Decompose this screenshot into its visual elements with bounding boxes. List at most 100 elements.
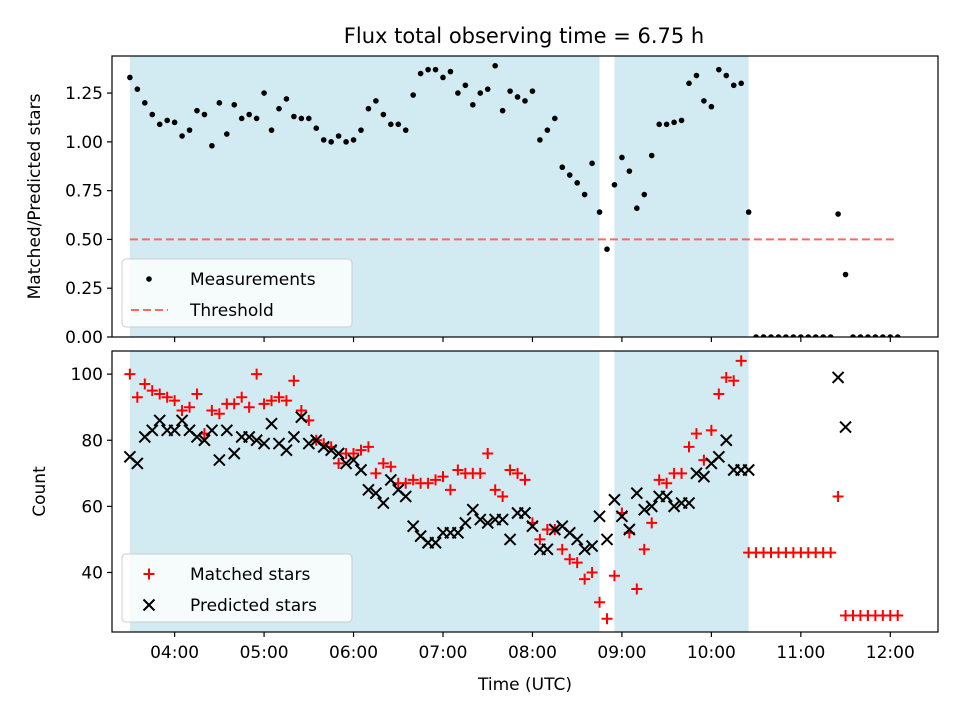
measurements-point [283,96,290,102]
matched-stars-point [333,457,345,469]
measurements-point [768,334,774,337]
matched-stars-point [400,477,412,489]
legend-predicted-swatch [142,598,156,612]
matched-stars-point [169,395,181,407]
x-tick-label: 07:00 [418,643,467,663]
measurements-point [365,105,372,112]
matched-stars-point [586,566,598,578]
measurements-point [730,82,737,89]
predicted-stars-point [570,533,584,546]
matched-stars-point [832,490,844,502]
matched-stars-point [705,424,717,436]
matched-stars-point [295,405,307,417]
predicted-stars-point [406,520,420,533]
measurements-point [432,66,439,73]
measurements-point [775,334,782,337]
y-tick-label: 80 [81,431,103,451]
predicted-stars-point [541,543,554,556]
matched-stars-point [161,391,173,403]
y-tick-label: 1.25 [65,84,103,104]
measurements-point [716,66,722,73]
measurements-point [224,131,230,137]
matched-stars-point [579,573,591,585]
measurements-point [201,111,208,118]
y-tick-label: 0.75 [65,182,103,202]
matched-stars-point [653,474,665,486]
measurements-point [671,119,677,126]
predicted-stars-point [548,523,562,536]
measurements-point [410,92,416,98]
measurements-point [261,90,267,96]
matched-stars-point [422,477,434,489]
measurements-point [447,68,454,75]
predicted-stars-point [220,424,234,437]
matched-stars-point [690,428,702,440]
predicted-stars-point [712,450,726,463]
measurements-point [663,121,670,128]
matched-stars-point [728,375,740,387]
measurements-point [388,121,394,128]
predicted-stars-point [280,443,293,457]
predicted-stars-point [481,516,494,530]
matched-stars-point [534,533,546,545]
measurements-point [238,115,245,122]
measurements-point [499,107,506,114]
predicted-stars-point [503,533,517,546]
matched-stars-point [124,368,136,380]
predicted-stars-point [526,520,539,533]
measurements-point [701,98,707,104]
measurements-point [492,62,498,69]
axes-frame [111,55,939,338]
predicted-stars-point [831,371,845,384]
predicted-stars-point [429,536,442,549]
predicted-stars-point [362,483,375,497]
measurements-point [470,101,476,108]
predicted-stars-point [257,437,271,450]
predicted-stars-point [474,513,487,526]
legend-box [121,258,353,328]
predicted-stars-point [205,424,219,437]
measurements-point [142,100,148,106]
measurements-point [313,125,320,132]
matched-stars-point [825,547,837,559]
measurements-point [708,103,715,110]
matched-stars-point [206,405,218,417]
x-tick-label: 12:00 [866,643,915,663]
measurements-point [484,86,491,92]
measurements-point [745,209,752,215]
matched-stars-point [228,398,240,410]
measurements-point [738,80,744,87]
measurements-point [216,100,223,106]
predicted-stars-point [645,500,658,513]
measurements-point [753,334,759,337]
measurements-point [343,139,349,145]
matched-stars-point [273,391,285,403]
measurements-point [194,107,200,114]
matched-stars-point [720,371,732,383]
measurements-point [395,121,402,128]
measurements-point [723,72,730,79]
predicted-stars-point [593,510,606,523]
matched-stars-point [213,408,225,420]
axes-frame [111,350,939,633]
predicted-stars-point [228,447,241,460]
measurements-point [246,111,252,118]
matched-stars-point [266,395,278,407]
y-tick-label: 0.00 [65,328,103,348]
measurements-point [872,334,879,337]
measurements-point [179,133,185,139]
measurements-point [626,168,633,174]
measurements-point [127,74,133,81]
predicted-stars-point [146,424,159,437]
measurements-point [552,115,558,122]
predicted-stars-point [466,503,480,516]
measurements-point [186,127,193,133]
predicted-stars-point [250,434,263,447]
measurements-point [589,160,595,167]
matched-stars-point [452,464,464,476]
predicted-stars-point [213,453,226,467]
matched-stars-point [444,484,456,496]
predicted-stars-point [459,516,472,530]
measurements-point [402,127,409,133]
